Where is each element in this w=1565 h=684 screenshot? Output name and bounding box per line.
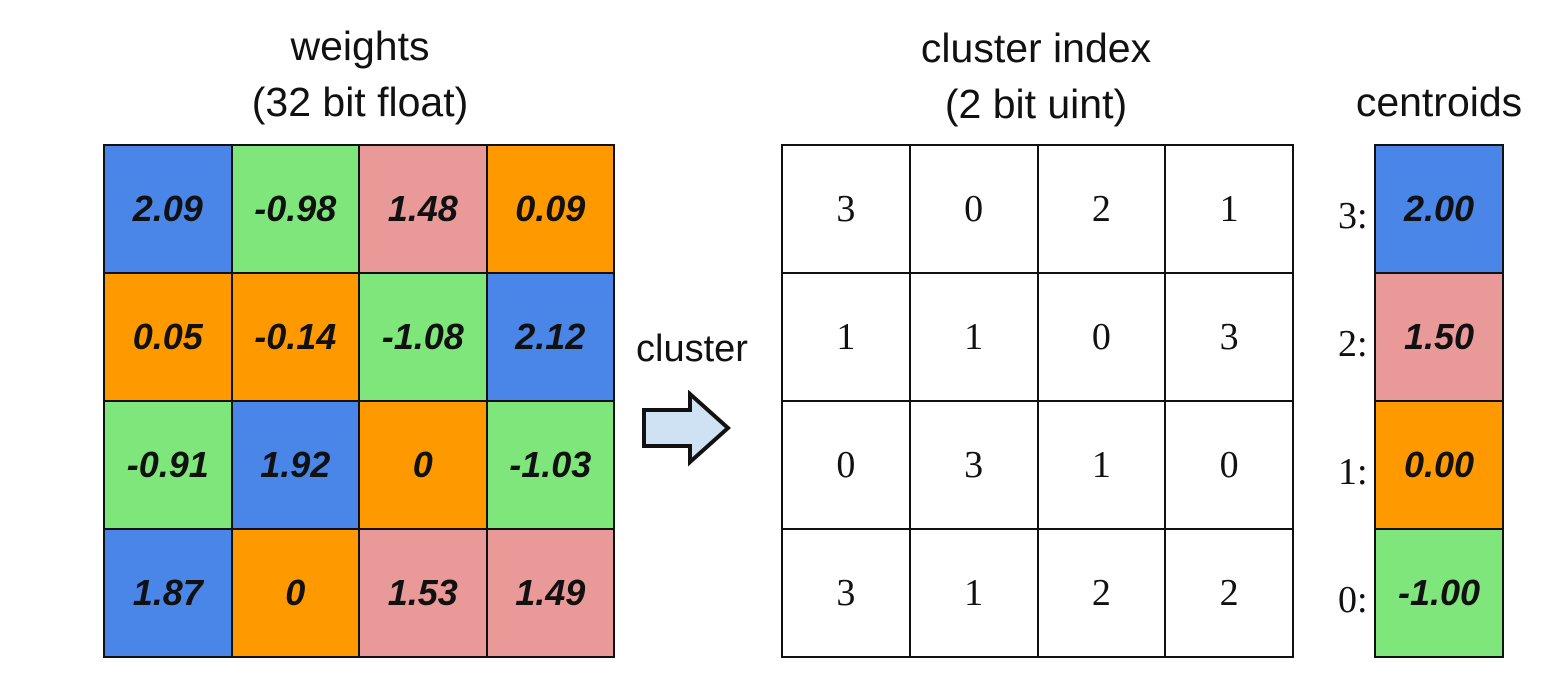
weight-cell: -1.03: [487, 402, 615, 530]
weight-cell: 0: [232, 530, 360, 658]
centroid-cell: 0.00: [1376, 402, 1504, 530]
weight-cell: -1.08: [360, 274, 488, 402]
index-cell: 0: [1038, 274, 1167, 402]
cluster-index-title-line2: (2 bit uint): [944, 81, 1128, 127]
weight-cell: 0.05: [105, 274, 233, 402]
weight-cell: -0.14: [232, 274, 360, 402]
centroid-cell: 1.50: [1376, 274, 1504, 402]
centroid-cell: 2.00: [1376, 146, 1504, 274]
weight-cell: 2.12: [487, 274, 615, 402]
index-cell: 2: [1038, 530, 1167, 658]
weights-title: weights (32 bit float): [160, 18, 560, 130]
weight-cell: -0.98: [232, 146, 360, 274]
index-cell: 0: [783, 402, 911, 530]
index-cell: 2: [1166, 530, 1294, 658]
index-cell: 2: [1038, 146, 1167, 274]
cluster-arrow-label: cluster: [636, 328, 748, 370]
index-cell: 3: [1166, 274, 1294, 402]
weight-cell: -0.91: [105, 402, 233, 530]
weights-title-line2: (32 bit float): [251, 79, 469, 125]
centroid-index-label: 2:: [1338, 323, 1368, 365]
index-cell: 1: [910, 530, 1039, 658]
weights-title-line1: weights: [290, 23, 430, 69]
weight-cell: 1.92: [232, 402, 360, 530]
centroid-cell: -1.00: [1376, 530, 1504, 658]
right-arrow-icon: [642, 390, 731, 467]
weight-cell: 0: [360, 402, 488, 530]
centroid-index-label: 3:: [1338, 195, 1368, 237]
weights-grid: 2.09 -0.98 1.48 0.09 0.05 -0.14 -1.08 2.12 -0.91…: [103, 144, 615, 658]
weight-cell: 1.53: [360, 530, 488, 658]
centroids-grid: 2.00 1.50 0.00 -1.00: [1374, 144, 1504, 658]
index-cell: 3: [783, 530, 911, 658]
cluster-index-title: cluster index (2 bit uint): [836, 20, 1236, 132]
index-cell: 3: [783, 146, 911, 274]
weight-cell: 1.48: [360, 146, 488, 274]
index-cell: 1: [783, 274, 911, 402]
index-cell: 0: [910, 146, 1039, 274]
weight-cell: 0.09: [487, 146, 615, 274]
centroid-index-label: 1:: [1338, 451, 1368, 493]
weight-cell: 1.49: [487, 530, 615, 658]
index-cell: 1: [1166, 146, 1294, 274]
centroids-title: centroids: [1330, 74, 1548, 130]
cluster-index-title-line1: cluster index: [920, 25, 1152, 71]
weight-cell: 1.87: [105, 530, 233, 658]
index-cell: 1: [1038, 402, 1167, 530]
index-cell: 0: [1166, 402, 1294, 530]
centroid-index-label: 0:: [1338, 579, 1368, 621]
index-cell: 1: [910, 274, 1039, 402]
centroids-title-text: centroids: [1355, 79, 1523, 125]
weight-cell: 2.09: [105, 146, 233, 274]
index-cell: 3: [910, 402, 1039, 530]
